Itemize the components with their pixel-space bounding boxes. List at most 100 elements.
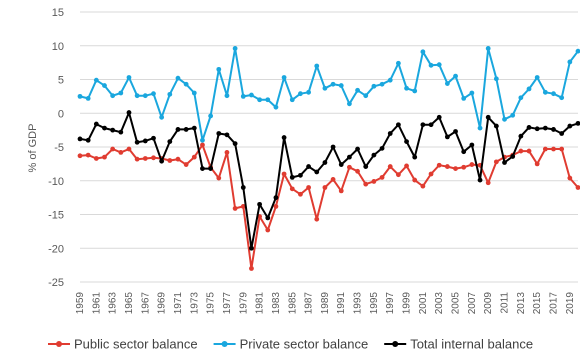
data-point	[575, 48, 580, 54]
y-tick-label: -20	[48, 243, 64, 255]
data-point	[183, 127, 189, 132]
data-point	[404, 85, 409, 91]
data-point	[298, 172, 303, 178]
series-total-internal-balance	[77, 110, 580, 251]
data-point	[347, 101, 352, 107]
data-point	[412, 177, 418, 183]
data-point	[126, 75, 132, 80]
data-point	[534, 161, 540, 167]
data-point	[265, 227, 271, 233]
data-point	[232, 141, 238, 147]
data-point	[249, 266, 254, 271]
data-point	[142, 93, 148, 99]
data-point	[330, 81, 336, 87]
data-point	[559, 95, 565, 101]
data-point	[453, 166, 458, 172]
x-tick-label: 1981	[255, 292, 266, 315]
data-point	[338, 162, 344, 167]
data-point	[559, 146, 565, 152]
data-point	[167, 91, 173, 97]
x-tick-label: 1985	[287, 292, 298, 315]
data-point	[314, 169, 320, 175]
x-tick-label: 2019	[565, 292, 576, 315]
data-point	[338, 83, 344, 88]
series	[77, 46, 580, 271]
data-point	[314, 216, 320, 222]
data-point	[281, 135, 287, 140]
x-tick-label: 2007	[467, 292, 478, 315]
x-tick-label: 2005	[451, 292, 462, 315]
y-tick-label: -5	[54, 142, 64, 154]
data-point	[306, 164, 311, 169]
data-point	[379, 145, 385, 151]
x-tick-label: 1969	[157, 292, 168, 315]
data-point	[298, 91, 303, 97]
x-tick-label: 1995	[369, 292, 380, 315]
data-point	[567, 59, 573, 65]
data-point	[567, 123, 573, 129]
data-point	[453, 73, 458, 79]
data-point	[102, 83, 107, 88]
x-tick-label: 2015	[532, 292, 543, 315]
data-point	[428, 122, 434, 128]
data-point	[420, 49, 426, 55]
legend-swatch-marker	[221, 341, 228, 347]
data-point	[575, 120, 580, 126]
data-point	[387, 77, 393, 83]
data-point	[191, 125, 197, 131]
data-point	[77, 153, 83, 159]
data-point	[485, 46, 491, 51]
data-point	[85, 137, 91, 143]
data-point	[289, 174, 295, 180]
data-point	[314, 63, 320, 69]
x-tick-label: 1983	[271, 292, 282, 315]
data-point	[444, 81, 450, 86]
data-point	[551, 91, 556, 97]
data-point	[126, 110, 132, 115]
data-point	[477, 177, 483, 183]
data-point	[224, 150, 230, 155]
data-point	[257, 97, 263, 103]
legend-label: Total internal balance	[410, 337, 533, 352]
data-point	[436, 114, 442, 120]
data-point	[118, 90, 124, 96]
x-tick-label: 1997	[385, 292, 396, 315]
data-point	[183, 162, 189, 167]
data-point	[469, 162, 475, 167]
x-tick-label: 2003	[434, 292, 445, 315]
data-point	[265, 215, 271, 221]
data-point	[200, 137, 205, 143]
data-point	[224, 132, 230, 138]
data-point	[493, 123, 499, 129]
data-point	[175, 127, 181, 132]
data-point	[404, 139, 409, 145]
x-tick-label: 1987	[304, 292, 315, 315]
y-tick-label: -10	[48, 176, 64, 188]
data-point	[567, 175, 573, 181]
data-point	[355, 87, 360, 93]
data-point	[502, 116, 507, 122]
data-point	[371, 152, 377, 158]
x-tick-label: 2011	[500, 292, 511, 314]
data-point	[347, 154, 352, 160]
data-point	[461, 164, 467, 170]
data-point	[110, 127, 116, 133]
data-point	[322, 160, 328, 165]
data-point	[167, 158, 173, 163]
data-point	[542, 146, 548, 152]
data-point	[542, 125, 548, 131]
data-point	[412, 154, 418, 160]
data-point	[175, 156, 181, 162]
data-point	[347, 164, 352, 170]
data-point	[461, 96, 467, 101]
gridlines	[80, 11, 578, 283]
data-point	[461, 149, 467, 155]
x-tick-label: 2009	[483, 292, 494, 315]
data-point	[216, 66, 222, 72]
data-point	[224, 93, 230, 99]
data-point	[542, 89, 548, 95]
y-tick-label: 15	[52, 7, 64, 19]
x-tick-label: 1975	[206, 292, 217, 315]
data-point	[363, 181, 369, 187]
x-tick-label: 1959	[75, 292, 86, 315]
